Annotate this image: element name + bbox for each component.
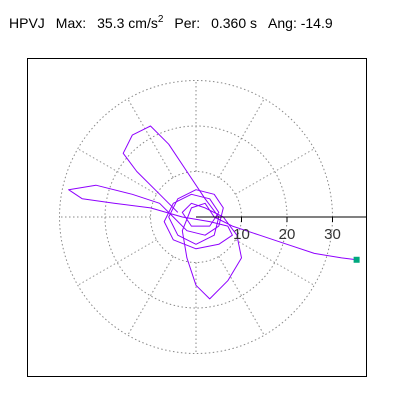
max-unit: cm/s xyxy=(128,15,158,31)
grid-spoke xyxy=(235,239,315,286)
max-label: Max: xyxy=(55,15,87,31)
plot-header: HPVJ Max: 35.3 cm/s2 Per: 0.360 s Ang: -14.9 xyxy=(9,14,333,31)
grid-spoke xyxy=(77,148,157,195)
period-label: Per: xyxy=(174,15,201,31)
trace-path xyxy=(68,125,357,300)
grid-spoke xyxy=(218,98,265,178)
axis-tick-label: 20 xyxy=(279,226,296,243)
grid-spoke xyxy=(127,256,174,336)
angle-label: Ang: xyxy=(268,15,297,31)
grid-spoke xyxy=(235,148,315,195)
period-value: 0.360 s xyxy=(211,15,258,31)
max-unit-exponent: 2 xyxy=(157,14,164,25)
angle-value: -14.9 xyxy=(300,15,333,31)
radial-axis: 10 20 30 xyxy=(196,216,366,243)
max-point-marker xyxy=(353,256,360,263)
axis-tick-label: 30 xyxy=(324,226,341,243)
max-value: 35.3 xyxy=(97,15,125,31)
axis-tick-label: 10 xyxy=(233,226,250,243)
grid-spoke xyxy=(77,239,157,286)
grid-spoke xyxy=(127,98,174,178)
grid-spoke xyxy=(218,256,265,336)
motion-trace xyxy=(68,125,360,300)
station-code: HPVJ xyxy=(9,15,45,31)
plot-frame xyxy=(27,58,367,377)
